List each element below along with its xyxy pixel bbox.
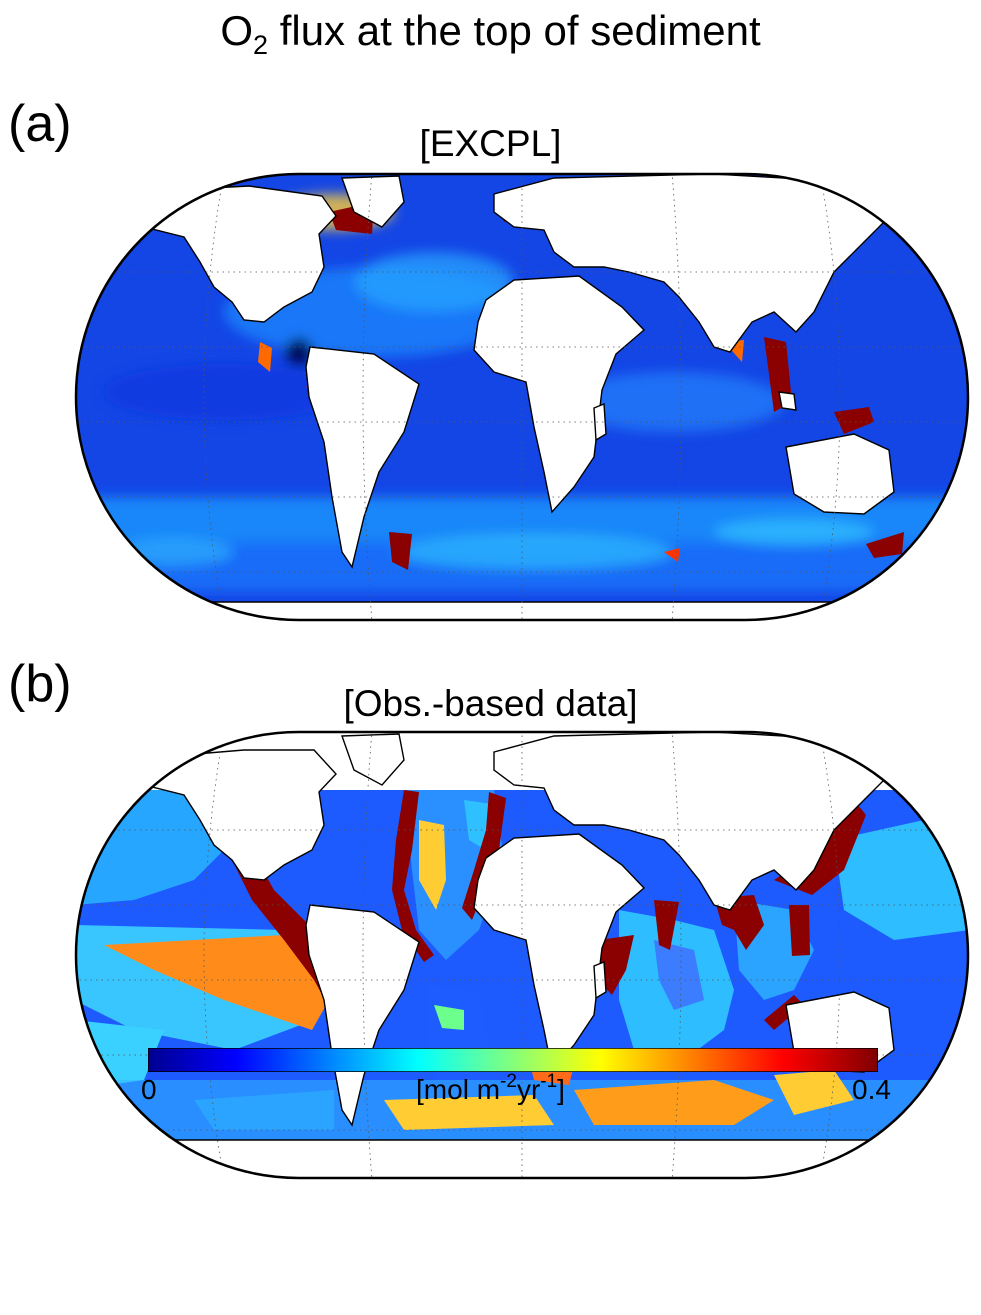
panel-label-a: (a)	[8, 95, 72, 153]
map-panel-a	[74, 172, 970, 622]
colorbar-unit-label: [mol m-2yr-1]	[416, 1071, 565, 1105]
ocean-field-a	[76, 192, 968, 592]
continents-a	[76, 174, 968, 620]
panel-label-b: (b)	[8, 655, 72, 713]
map-frame-a	[74, 172, 970, 622]
colorbar-max-label: 0.4	[852, 1074, 891, 1105]
panel-a-subtitle: [EXCPL]	[419, 123, 562, 164]
colorbar-min-label: 0	[141, 1074, 157, 1105]
colorbar	[148, 1048, 878, 1072]
map-panel-b	[74, 730, 970, 1180]
panel-b-subtitle: [Obs.-based data]	[343, 683, 638, 724]
figure-title: O2 flux at the top of sediment	[220, 7, 761, 60]
map-frame-b	[74, 730, 970, 1180]
